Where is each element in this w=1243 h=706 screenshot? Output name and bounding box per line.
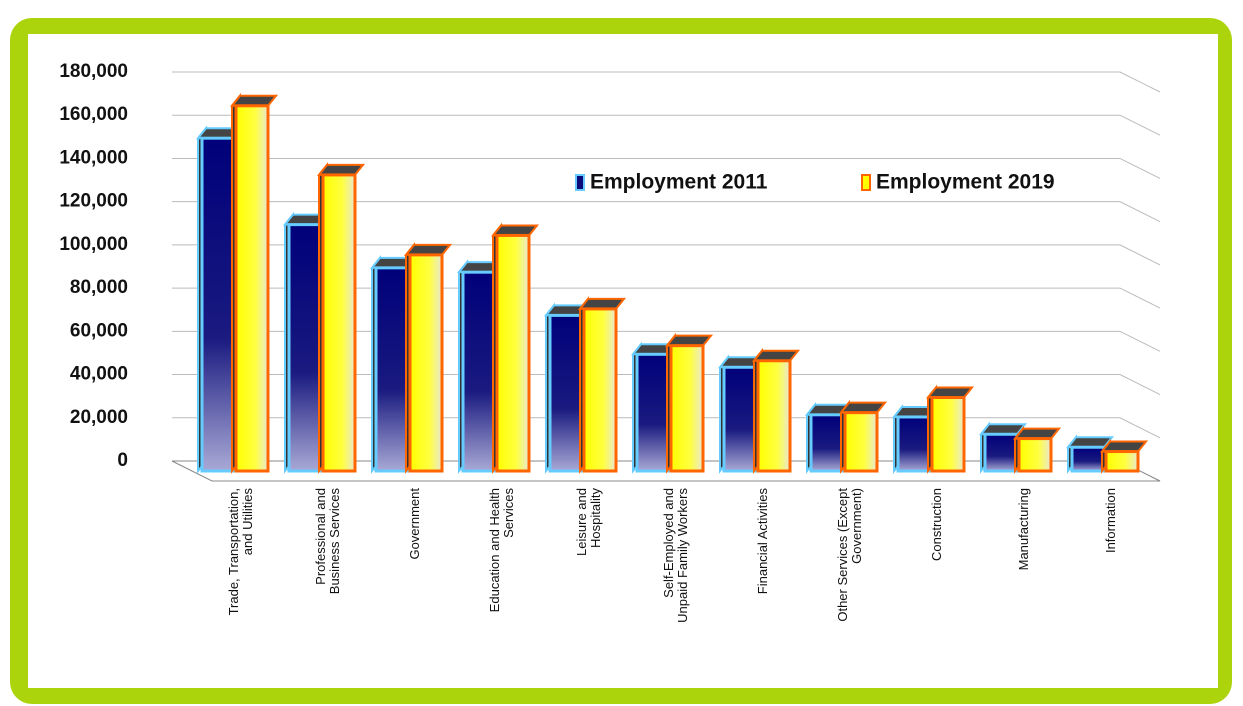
bar: [751, 347, 801, 474]
bar-front: [669, 344, 705, 473]
bar: [925, 384, 975, 474]
x-tick-label-line: Business Services: [327, 488, 342, 595]
x-tick-label: Trade, Transportation,and Utilities: [226, 488, 255, 616]
x-tick-label: Other Services (ExceptGovernment): [835, 488, 864, 622]
bar: [664, 332, 714, 474]
legend-swatch: [575, 174, 585, 191]
x-tick-label-line: Unpaid Family Workers: [675, 488, 690, 623]
y-tick-label: 140,000: [59, 147, 128, 168]
x-tick-label: Information: [1103, 488, 1118, 553]
bar-front: [200, 136, 236, 473]
x-tick-label: Construction: [929, 488, 944, 561]
x-tick-label-line: Hospitality: [588, 488, 603, 548]
floor: [171, 460, 1161, 482]
y-tick-label: 40,000: [70, 364, 128, 385]
x-tick-label-line: Manufacturing: [1016, 488, 1031, 570]
bar-top: [403, 243, 453, 256]
bar-top: [1012, 427, 1062, 440]
bar-front: [1017, 437, 1053, 473]
bar: [838, 399, 888, 474]
x-tick-label-line: Financial Activities: [755, 488, 770, 595]
bar-front: [1104, 450, 1140, 473]
y-tick-label: 60,000: [70, 320, 128, 341]
x-tick-label: Self-Employed andUnpaid Family Workers: [661, 488, 690, 623]
bar-front: [548, 313, 584, 473]
bar: [1099, 438, 1149, 474]
x-tick-label-line: Self-Employed and: [661, 488, 676, 598]
bar: [1065, 434, 1115, 474]
legend-swatch: [861, 174, 871, 191]
bar-front: [495, 233, 531, 473]
bar-front: [461, 270, 497, 473]
legend-label: Employment 2019: [876, 171, 1055, 194]
bar: [403, 242, 453, 474]
x-tick-label-line: Information: [1103, 488, 1118, 553]
bar-front: [287, 223, 323, 473]
bar-top: [1099, 440, 1149, 453]
x-tick-label-line: Services: [501, 488, 516, 538]
bar-front: [809, 413, 845, 473]
grid-line: [172, 71, 1161, 93]
x-tick-label: Financial Activities: [755, 488, 770, 595]
x-tick-label-line: Education and Health: [487, 488, 502, 612]
bar-front: [374, 266, 410, 473]
y-tick-label: 20,000: [70, 407, 128, 428]
bar-front: [234, 104, 270, 473]
bar-front: [321, 173, 357, 473]
bar-front: [635, 352, 671, 473]
y-tick-label: 80,000: [70, 277, 128, 298]
bar: [630, 341, 680, 474]
bar-top: [925, 386, 975, 399]
y-tick-label: 100,000: [59, 234, 128, 255]
bar: [891, 404, 941, 474]
x-tick-label-line: Trade, Transportation,: [226, 488, 241, 615]
x-tick-label: Manufacturing: [1016, 488, 1031, 570]
x-tick-label-line: Government): [849, 488, 864, 564]
x-tick-label-line: and Utilities: [240, 488, 255, 556]
legend-label: Employment 2011: [590, 171, 768, 194]
x-tick-label-line: Other Services (Except: [835, 488, 850, 622]
bar: [229, 92, 279, 474]
bar-front: [722, 365, 758, 473]
x-tick-label-line: Leisure and: [574, 488, 589, 556]
bar: [316, 162, 366, 474]
bar-front: [896, 415, 932, 473]
grid-line: [172, 157, 1161, 179]
x-tick-label-line: Construction: [929, 488, 944, 561]
y-tick-label: 120,000: [59, 191, 128, 212]
grid-line: [172, 244, 1161, 266]
y-tick-label: 180,000: [59, 61, 128, 82]
bar-front: [1070, 445, 1106, 473]
bar-top: [490, 224, 540, 237]
x-tick-label: Government: [407, 488, 422, 560]
bar-top: [751, 349, 801, 362]
bar-front: [582, 307, 618, 473]
grid-line: [172, 201, 1161, 223]
y-tick-label: 160,000: [59, 104, 128, 125]
bar: [543, 302, 593, 474]
bar-front: [930, 396, 966, 473]
bar: [1012, 425, 1062, 474]
bar-front: [843, 411, 879, 473]
bar-front: [983, 432, 1019, 473]
x-tick-label-line: Professional and: [313, 488, 328, 585]
bar: [577, 296, 627, 474]
grid-line: [172, 114, 1161, 136]
x-tick-label: Education and HealthServices: [487, 488, 516, 613]
x-tick-label-line: Government: [407, 488, 422, 560]
y-tick-label: 0: [117, 450, 128, 471]
bar: [490, 222, 540, 474]
bar: [369, 255, 419, 474]
bar-front: [756, 359, 792, 473]
x-tick-label: Leisure andHospitality: [574, 488, 603, 556]
bar-front: [408, 253, 444, 473]
x-tick-label: Professional andBusiness Services: [313, 488, 342, 595]
